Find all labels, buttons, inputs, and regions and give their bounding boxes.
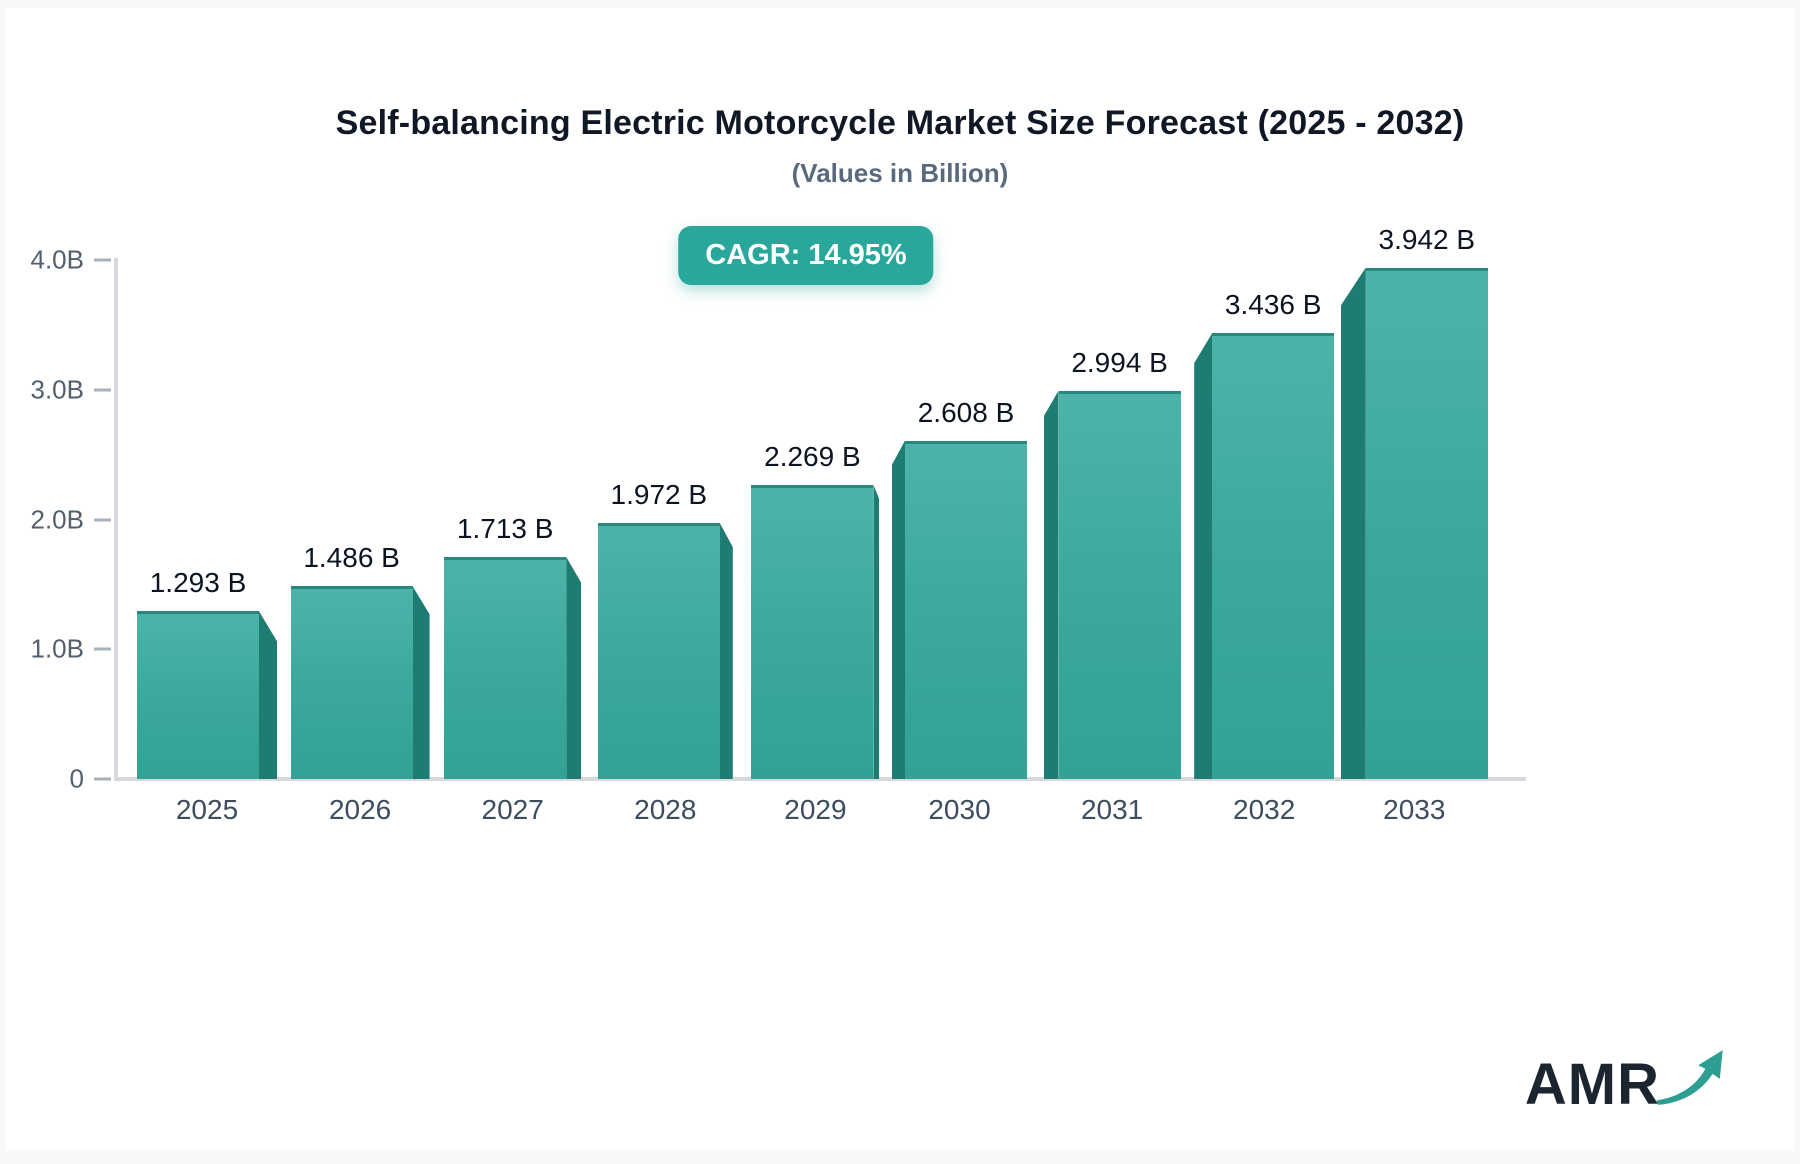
- bar-value-label: 1.486 B: [303, 542, 400, 574]
- bar-value-label: 2.608 B: [918, 397, 1015, 429]
- y-axis-tick-mark: [94, 648, 111, 651]
- y-axis-tick-label: 2.0B: [14, 504, 84, 535]
- bar-value-label: 1.293 B: [150, 567, 247, 599]
- bar-3d-side: [1044, 391, 1059, 779]
- x-axis-year-label: 2032: [1233, 794, 1295, 826]
- bar-3d-side: [413, 586, 430, 779]
- bar-value-label: 1.713 B: [457, 513, 554, 545]
- bar-3d-side: [1341, 268, 1366, 779]
- x-axis-year-label: 2027: [482, 794, 544, 826]
- bar-value-label: 3.942 B: [1379, 224, 1476, 256]
- x-axis-year-label: 2026: [329, 794, 391, 826]
- y-axis-tick-label: 4.0B: [14, 245, 84, 276]
- x-axis-year-label: 2033: [1383, 794, 1445, 826]
- amr-logo: AMR: [1525, 1040, 1728, 1114]
- bar-2033: [1366, 268, 1488, 779]
- y-axis-tick-label: 3.0B: [14, 374, 84, 405]
- bar-3d-side: [259, 611, 277, 779]
- bar-2031: [1059, 391, 1181, 779]
- y-axis-line: [114, 258, 118, 781]
- bar-3d-side: [1194, 333, 1212, 779]
- bar-3d-side: [873, 485, 879, 779]
- bar-2030: [905, 441, 1027, 779]
- x-axis-year-label: 2030: [928, 794, 990, 826]
- bar-value-label: 2.994 B: [1071, 347, 1168, 379]
- bar-value-label: 3.436 B: [1225, 289, 1322, 321]
- y-axis-tick-mark: [94, 518, 111, 521]
- x-axis-year-label: 2031: [1081, 794, 1143, 826]
- chart-card: Self-balancing Electric Motorcycle Marke…: [6, 8, 1794, 1150]
- bar-3d-side: [566, 557, 581, 779]
- x-axis-year-label: 2028: [634, 794, 696, 826]
- bar-3d-side: [892, 441, 905, 779]
- y-axis-tick-mark: [94, 778, 111, 781]
- bar-2026: [291, 586, 413, 779]
- bar-2027: [444, 557, 566, 779]
- x-axis-year-label: 2025: [176, 794, 238, 826]
- growth-arrow-icon: [1654, 1040, 1728, 1112]
- y-axis-tick-mark: [94, 388, 111, 391]
- bar-chart: 4.0B 3.0B 2.0B 1.0B 0 1.293 B 2025 1.486 B 2026 1…: [6, 8, 1800, 1164]
- bar-2028: [598, 523, 720, 779]
- x-axis-year-label: 2029: [784, 794, 846, 826]
- bar-value-label: 2.269 B: [764, 441, 861, 473]
- y-axis-tick-label: 0: [14, 764, 84, 795]
- bar-value-label: 1.972 B: [611, 479, 708, 511]
- bar-2032: [1212, 333, 1334, 779]
- bar-2025: [137, 611, 259, 779]
- y-axis-tick-mark: [94, 259, 111, 262]
- bar-3d-side: [720, 523, 733, 779]
- bar-2029: [751, 485, 873, 779]
- amr-logo-text: AMR: [1525, 1056, 1660, 1114]
- y-axis-tick-label: 1.0B: [14, 634, 84, 665]
